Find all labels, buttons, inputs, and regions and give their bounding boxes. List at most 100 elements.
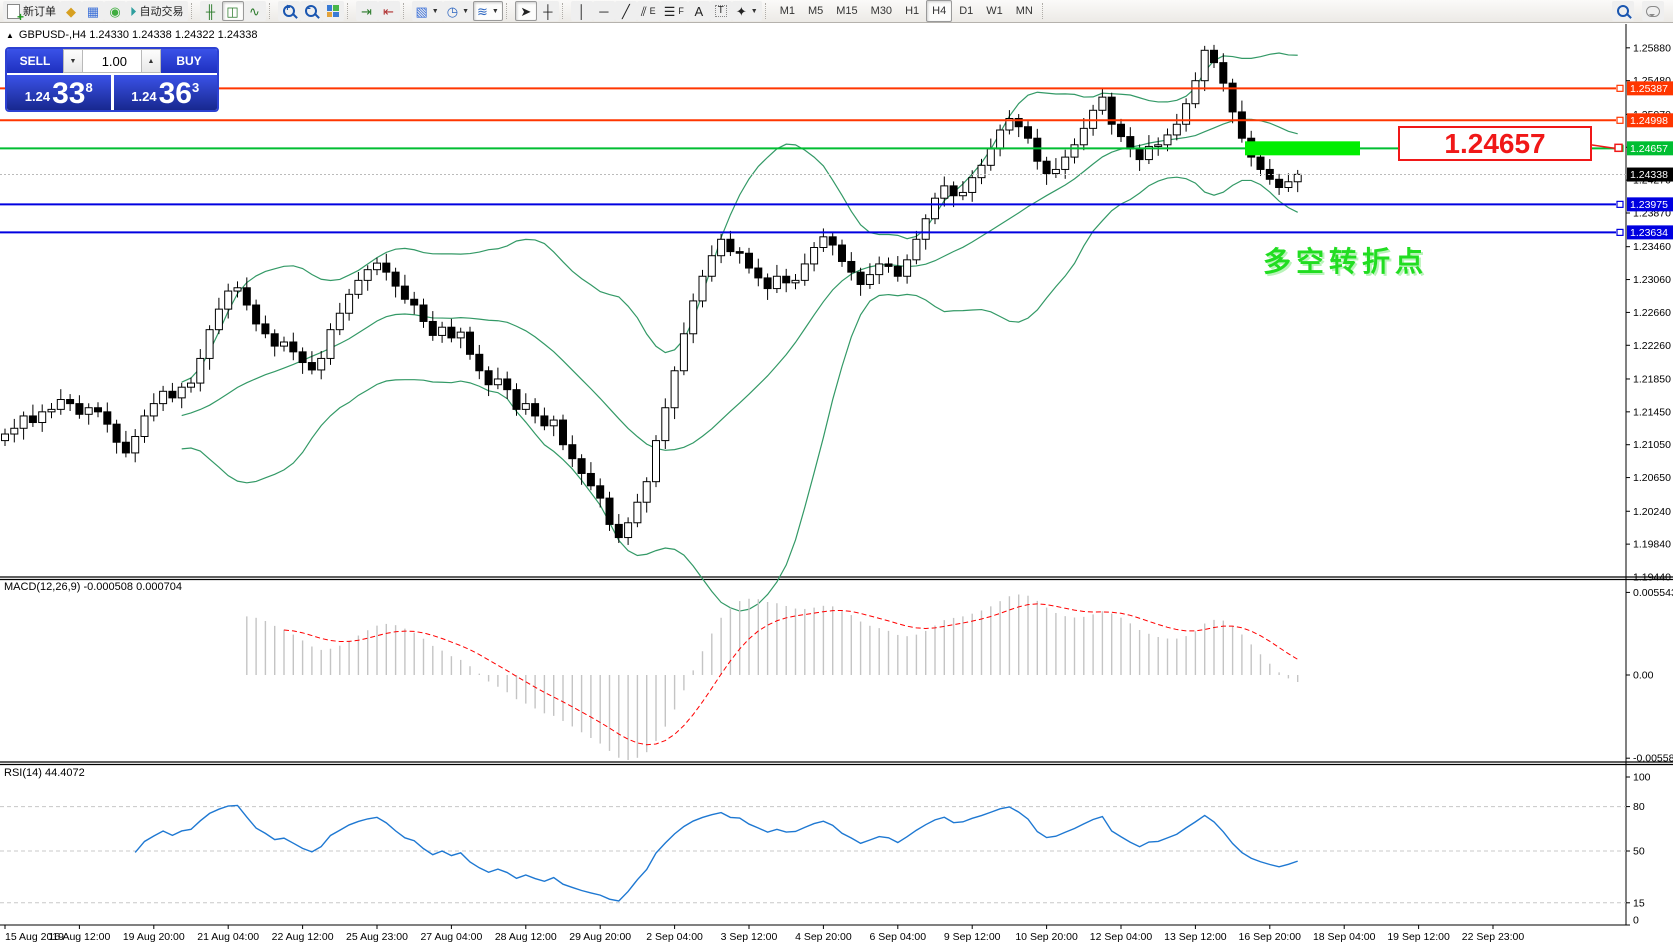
bar-chart-button[interactable]: ╫ <box>199 1 222 21</box>
svg-text:25 Aug 23:00: 25 Aug 23:00 <box>346 931 408 943</box>
svg-text:1.23975: 1.23975 <box>1630 199 1668 211</box>
caret-down-icon: ▼ <box>462 7 470 15</box>
svg-text:10 Sep 20:00: 10 Sep 20:00 <box>1015 931 1078 943</box>
main-toolbar: 新订单 ◆ ▦ ◉ ⏵ 自动交易 ╫ ◫ ∿ ⇥ ⇤ ▧▼ ◷▼ ≋▼ ➤ ┼ … <box>0 0 1673 24</box>
new-chart-dropdown[interactable]: ▧ ▼ <box>411 1 443 21</box>
tf-button-m15[interactable]: M15 <box>836 5 858 17</box>
sell-price-button[interactable]: 1.24 33 8 <box>7 75 111 110</box>
price-callout-box[interactable]: 1.24657 <box>1398 126 1592 161</box>
svg-text:22 Sep 23:00: 22 Sep 23:00 <box>1462 931 1525 943</box>
vertical-line-button[interactable]: │ <box>570 1 593 21</box>
level-axis-labels: 1.25387 1.24998 1.24657 1.23975 1.23634 1.243… <box>1627 81 1673 240</box>
tf-button-mn[interactable]: MN <box>1015 5 1033 17</box>
line-chart-button[interactable]: ∿ <box>243 1 266 21</box>
connection-button[interactable]: ◉ <box>104 1 126 21</box>
volume-increase-button[interactable]: ▲ <box>141 49 161 73</box>
price-chart-canvas: 1.258801.254801.250701.246701.242701.238… <box>0 24 1673 943</box>
vertical-line-icon: │ <box>577 3 586 19</box>
tf-button-d1[interactable]: D1 <box>959 5 974 17</box>
clock-icon: ◷ <box>446 3 459 19</box>
line-chart-icon: ∿ <box>249 3 260 19</box>
svg-text:1.23060: 1.23060 <box>1633 274 1671 286</box>
tile-windows-button[interactable] <box>321 1 344 21</box>
autotrading-label: 自动交易 <box>139 6 184 18</box>
terminal-button[interactable]: ▦ <box>82 1 104 21</box>
chart-shift-icon: ⇤ <box>383 3 394 19</box>
svg-text:13 Sep 12:00: 13 Sep 12:00 <box>1164 931 1227 943</box>
svg-text:29 Aug 20:00: 29 Aug 20:00 <box>569 931 631 943</box>
pane-separators[interactable] <box>0 576 1673 766</box>
cursor-button[interactable]: ➤ <box>514 1 537 21</box>
arrows-icon: ✦ <box>735 3 747 19</box>
svg-text:9 Sep 12:00: 9 Sep 12:00 <box>944 931 1001 943</box>
fibonacci-button[interactable]: ☰ F <box>659 1 688 21</box>
tf-button-h1[interactable]: H1 <box>905 5 920 17</box>
svg-text:6 Sep 04:00: 6 Sep 04:00 <box>869 931 926 943</box>
rsi-line <box>134 804 1298 902</box>
bar-chart-icon: ╫ <box>205 3 216 19</box>
svg-text:21 Aug 04:00: 21 Aug 04:00 <box>197 931 259 943</box>
auto-scroll-icon: ⇥ <box>361 3 372 19</box>
chat-button[interactable] <box>1642 1 1664 21</box>
svg-text:1.25880: 1.25880 <box>1633 42 1671 54</box>
autotrading-icon: ⏵ <box>130 3 137 19</box>
text-button[interactable]: A <box>687 1 710 21</box>
toolbar-grip <box>1041 3 1048 19</box>
channel-icon: ⫽ <box>640 3 647 19</box>
zoom-in-button[interactable] <box>277 1 300 21</box>
toolbar-grip <box>561 3 568 19</box>
tf-button-m5[interactable]: M5 <box>807 5 824 17</box>
buy-price-button[interactable]: 1.24 36 3 <box>113 75 217 110</box>
periods-dropdown[interactable]: ◷ ▼ <box>442 1 474 21</box>
trendline-button[interactable]: ╱ <box>614 1 637 21</box>
svg-text:0.005543: 0.005543 <box>1633 587 1673 599</box>
tf-button-w1[interactable]: W1 <box>986 5 1003 17</box>
sell-button[interactable]: SELL <box>7 49 63 73</box>
svg-text:1.21450: 1.21450 <box>1633 406 1671 418</box>
svg-text:1.24338: 1.24338 <box>1630 169 1668 181</box>
macd-axis-labels: 0.005543 0.00 -0.005583 <box>1626 587 1673 765</box>
horizontal-level-lines[interactable] <box>0 84 1624 236</box>
tf-button-m30[interactable]: M30 <box>870 5 893 17</box>
svg-text:15: 15 <box>1633 897 1645 909</box>
auto-scroll-button[interactable]: ⇥ <box>355 1 378 21</box>
chart-area[interactable]: 1.258801.254801.250701.246701.242701.238… <box>0 24 1673 949</box>
candlestick-chart-button[interactable]: ◫ <box>221 1 244 21</box>
toolbar-grip <box>505 3 512 19</box>
zoom-out-icon <box>304 3 317 17</box>
indicators-dropdown[interactable]: ≋ ▼ <box>473 1 503 21</box>
tf-button-h4[interactable]: H4 <box>926 0 953 22</box>
zoom-out-button[interactable] <box>299 1 322 21</box>
metaeditor-button[interactable]: ◆ <box>60 1 82 21</box>
metaeditor-icon: ◆ <box>66 3 76 19</box>
svg-text:1.20650: 1.20650 <box>1633 472 1671 484</box>
search-button[interactable] <box>1612 1 1634 21</box>
new-order-label: 新订单 <box>23 6 56 18</box>
collapse-panel-icon[interactable]: ▲ <box>6 31 14 40</box>
new-order-button[interactable]: 新订单 <box>3 1 60 24</box>
crosshair-button[interactable]: ┼ <box>536 1 559 21</box>
horizontal-line-button[interactable]: ─ <box>592 1 615 21</box>
macd-indicator-label: MACD(12,26,9) -0.000508 0.000704 <box>4 581 182 593</box>
rsi-indicator-label: RSI(14) 44.4072 <box>4 767 85 779</box>
channel-button[interactable]: ⫽ E <box>636 1 660 21</box>
chart-shift-button[interactable]: ⇤ <box>377 1 400 21</box>
rsi-axis-labels: 100 80 50 15 0 <box>1626 772 1651 927</box>
autotrading-button[interactable]: ⏵ 自动交易 <box>126 1 188 21</box>
volume-input[interactable]: 1.00 <box>83 49 141 73</box>
svg-text:80: 80 <box>1633 801 1645 813</box>
svg-text:19 Sep 12:00: 19 Sep 12:00 <box>1387 931 1450 943</box>
svg-text:16 Sep 20:00: 16 Sep 20:00 <box>1239 931 1302 943</box>
one-click-trade-panel: SELL ▼ 1.00 ▲ BUY 1.24 33 8 1.24 36 3 <box>5 47 219 112</box>
volume-decrease-button[interactable]: ▼ <box>63 49 83 73</box>
tf-button-m1[interactable]: M1 <box>779 5 795 17</box>
svg-text:18 Sep 04:00: 18 Sep 04:00 <box>1313 931 1376 943</box>
svg-text:1.19840: 1.19840 <box>1633 539 1671 551</box>
svg-text:0.00: 0.00 <box>1633 670 1654 682</box>
arrows-dropdown[interactable]: ✦ ▼ <box>731 1 762 21</box>
text-label-button[interactable]: T <box>709 1 732 21</box>
buy-button[interactable]: BUY <box>161 49 217 73</box>
cursor-icon: ➤ <box>520 3 532 19</box>
macd-histogram <box>246 594 1299 760</box>
connection-icon: ◉ <box>109 3 121 19</box>
